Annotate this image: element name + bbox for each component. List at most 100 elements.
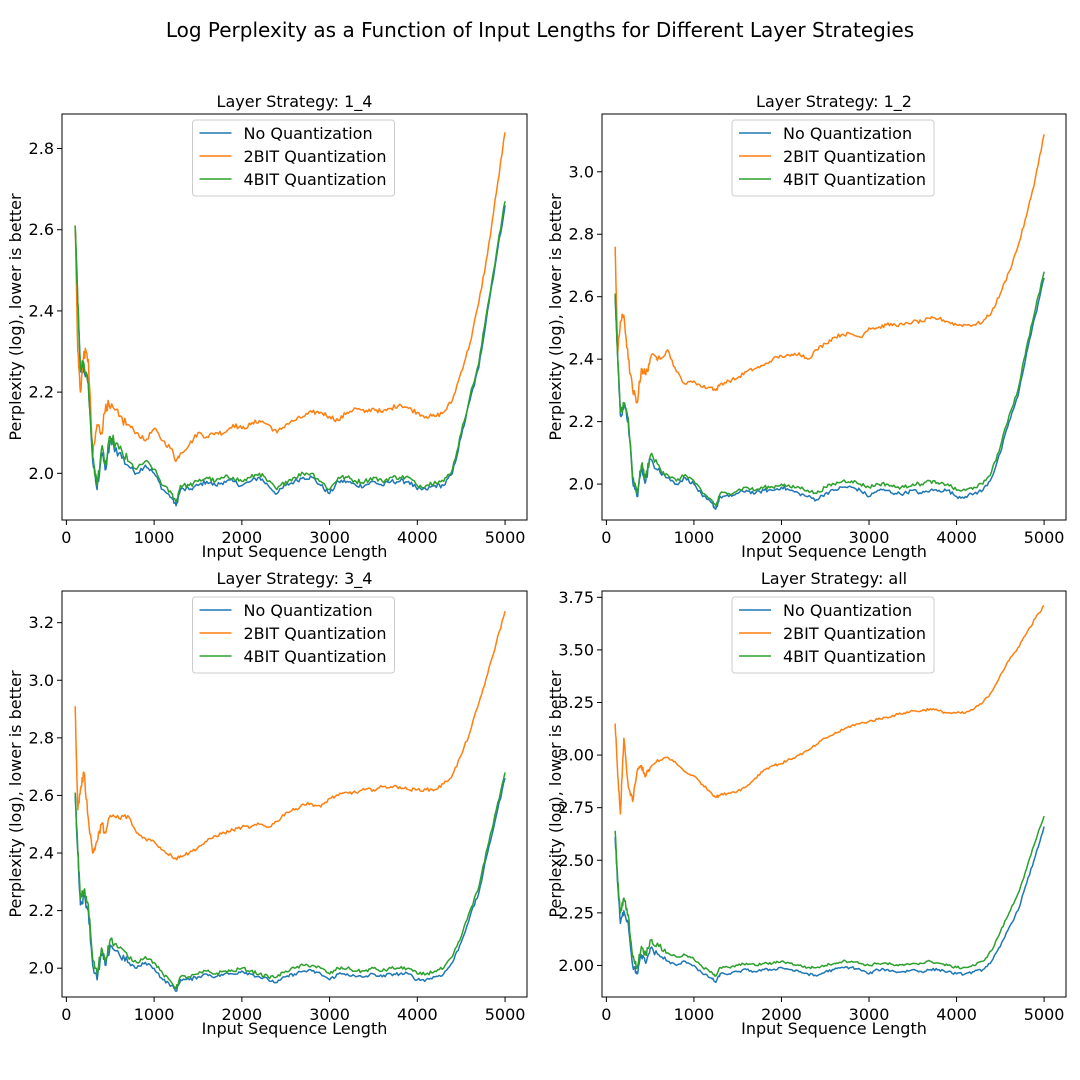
y-axis-label: Perplexity (log), lower is better xyxy=(546,670,565,918)
legend-box xyxy=(192,596,395,674)
legend-label: No Quantization xyxy=(783,601,912,620)
x-tick-label: 2000 xyxy=(221,528,262,547)
y-tick-label: 2.4 xyxy=(29,844,54,863)
subplot-title: Layer Strategy: 3_4 xyxy=(217,569,373,589)
y-tick-label: 2.8 xyxy=(569,225,594,244)
y-tick-label: 3.0 xyxy=(569,162,594,181)
y-tick-label: 3.00 xyxy=(558,746,594,765)
legend-label: 4BIT Quantization xyxy=(783,170,926,189)
y-tick-label: 2.6 xyxy=(29,220,54,239)
legend-label: 4BIT Quantization xyxy=(783,647,926,666)
series-line-2bit-quantization xyxy=(74,610,506,861)
y-tick-label: 2.8 xyxy=(29,139,54,158)
legend: No Quantization 2BIT Quantization 4BIT Qua… xyxy=(192,119,395,197)
subplot-title: Layer Strategy: 1_2 xyxy=(756,92,912,112)
legend: No Quantization 2BIT Quantization 4BIT Qua… xyxy=(731,596,935,674)
y-axis-label: Perplexity (log), lower is better xyxy=(6,670,25,918)
y-tick-label: 2.25 xyxy=(558,903,594,922)
legend-box xyxy=(731,596,935,674)
x-tick-label: 4000 xyxy=(397,528,438,547)
y-tick-label: 3.0 xyxy=(29,671,54,690)
x-tick-label: 4000 xyxy=(936,528,977,547)
x-tick-label: 3000 xyxy=(849,1005,890,1024)
x-tick-label: 1000 xyxy=(674,528,715,547)
x-tick-label: 3000 xyxy=(309,1005,350,1024)
subplot-3: 0 1000 2000 3000 4000 5000 2.0 2.2 2.4 2.6 2.8 3.0 3… xyxy=(6,569,528,1038)
y-tick-label: 2.0 xyxy=(29,464,54,483)
series-line-no-quantization xyxy=(614,826,1045,984)
x-tick-label: 3000 xyxy=(309,528,350,547)
y-tick-label: 2.8 xyxy=(29,728,54,747)
series-line-4bit-quantization xyxy=(74,201,506,503)
legend-label: 4BIT Quantization xyxy=(244,647,387,666)
y-tick-label: 2.2 xyxy=(29,901,54,920)
y-tick-label: 2.00 xyxy=(558,956,594,975)
axes-frame xyxy=(601,113,1067,521)
y-axis-label: Perplexity (log), lower is better xyxy=(546,193,565,441)
subplot-grid: 0 1000 2000 3000 4000 5000 2.0 2.2 2.4 2.6 2.8 Laye… xyxy=(6,92,1067,1038)
x-tick-label: 1000 xyxy=(674,1005,715,1024)
legend: No Quantization 2BIT Quantization 4BIT Qua… xyxy=(731,119,935,197)
legend-label: 2BIT Quantization xyxy=(783,624,926,643)
y-tick-label: 2.2 xyxy=(29,383,54,402)
x-axis-label: Input Sequence Length xyxy=(741,1019,927,1038)
legend-label: 4BIT Quantization xyxy=(244,170,387,189)
axes-frame xyxy=(61,113,528,521)
y-tick-label: 2.6 xyxy=(569,287,594,306)
y-tick-label: 2.0 xyxy=(29,959,54,978)
x-tick-label: 0 xyxy=(61,1005,71,1024)
y-tick-label: 3.2 xyxy=(29,613,54,632)
x-tick-label: 5000 xyxy=(485,1005,526,1024)
legend-label: No Quantization xyxy=(783,124,912,143)
x-tick-label: 0 xyxy=(601,528,611,547)
x-tick-label: 1000 xyxy=(134,528,175,547)
series-line-no-quantization xyxy=(614,277,1045,510)
subplot-4: 0 1000 2000 3000 4000 5000 2.00 2.25 2.50 2.75 3.0… xyxy=(546,569,1067,1038)
subplot-title: Layer Strategy: 1_4 xyxy=(217,92,373,112)
series-line-4bit-quantization xyxy=(74,772,506,990)
x-tick-label: 1000 xyxy=(134,1005,175,1024)
x-tick-label: 5000 xyxy=(485,528,526,547)
y-tick-label: 2.0 xyxy=(569,475,594,494)
y-tick-label: 2.6 xyxy=(29,786,54,805)
legend-box xyxy=(192,119,395,197)
series-line-4bit-quantization xyxy=(614,271,1045,507)
y-axis-label: Perplexity (log), lower is better xyxy=(6,193,25,441)
y-tick-label: 2.2 xyxy=(569,412,594,431)
x-axis-label: Input Sequence Length xyxy=(202,1019,388,1038)
subplot-1: 0 1000 2000 3000 4000 5000 2.0 2.2 2.4 2.6 2.8 Laye… xyxy=(6,92,528,561)
series-line-2bit-quantization xyxy=(614,605,1045,815)
legend-box xyxy=(731,119,935,197)
subplot-2: 0 1000 2000 3000 4000 5000 2.0 2.2 2.4 2.6 2.8 3.0 L… xyxy=(546,92,1067,561)
y-tick-label: 3.50 xyxy=(558,640,594,659)
x-tick-label: 0 xyxy=(61,528,71,547)
y-tick-label: 2.50 xyxy=(558,851,594,870)
x-tick-label: 2000 xyxy=(221,1005,262,1024)
y-tick-label: 2.75 xyxy=(558,798,594,817)
x-tick-label: 0 xyxy=(601,1005,611,1024)
legend-label: 2BIT Quantization xyxy=(244,624,387,643)
x-tick-label: 4000 xyxy=(936,1005,977,1024)
x-axis-label: Input Sequence Length xyxy=(202,542,388,561)
subplot-title: Layer Strategy: all xyxy=(761,569,907,588)
x-axis-label: Input Sequence Length xyxy=(741,542,927,561)
x-tick-label: 4000 xyxy=(397,1005,438,1024)
axes-frame xyxy=(61,590,528,998)
series-line-2bit-quantization xyxy=(74,132,506,462)
legend-label: No Quantization xyxy=(244,601,373,620)
figure-title: Log Perplexity as a Function of Input Le… xyxy=(166,18,914,42)
y-tick-label: 2.4 xyxy=(29,301,54,320)
y-tick-label: 3.25 xyxy=(558,693,594,712)
series-line-2bit-quantization xyxy=(614,134,1045,404)
legend-label: No Quantization xyxy=(244,124,373,143)
x-tick-label: 2000 xyxy=(761,528,802,547)
x-tick-label: 3000 xyxy=(849,528,890,547)
series-line-4bit-quantization xyxy=(614,815,1045,977)
legend-label: 2BIT Quantization xyxy=(244,147,387,166)
legend: No Quantization 2BIT Quantization 4BIT Qua… xyxy=(192,596,395,674)
legend-label: 2BIT Quantization xyxy=(783,147,926,166)
x-tick-label: 2000 xyxy=(761,1005,802,1024)
x-tick-label: 5000 xyxy=(1024,528,1065,547)
axes-frame xyxy=(601,590,1067,998)
